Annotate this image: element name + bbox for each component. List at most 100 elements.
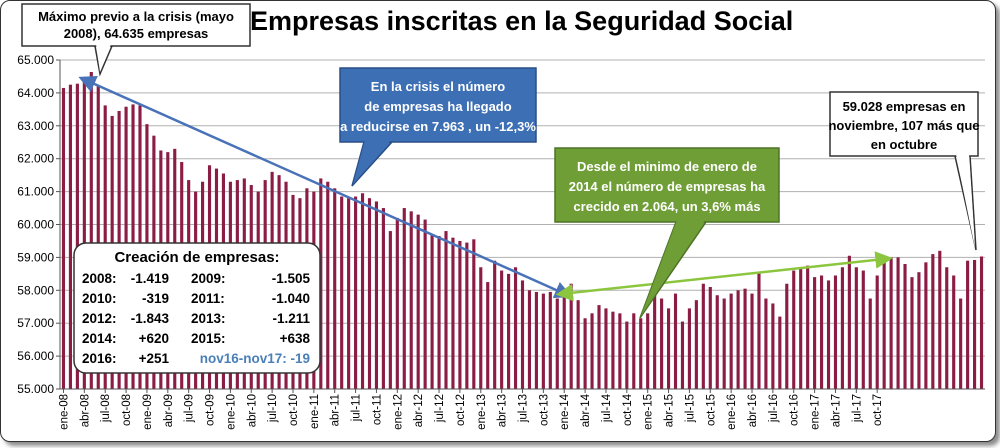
callout-noviembre: 59.028 empresas en noviembre, 107 más que… [828, 91, 980, 251]
bar [423, 219, 427, 389]
bar [813, 277, 817, 389]
bar [945, 267, 949, 389]
x-tick-label: jul-11 [351, 394, 363, 422]
bar [792, 270, 796, 389]
bar [527, 290, 532, 389]
bar [555, 298, 559, 389]
bar [701, 283, 705, 389]
bar [966, 260, 970, 389]
bar [61, 87, 66, 389]
x-tick-label: oct-17 [872, 394, 884, 426]
x-tick-label: oct-16 [789, 394, 801, 426]
creacion-value: -1.843 [131, 311, 170, 326]
creacion-year: 2008: [82, 271, 117, 286]
x-tick-label: jul-10 [267, 394, 279, 423]
bar [750, 293, 754, 389]
bar [903, 263, 907, 389]
bar [799, 268, 803, 389]
bar [938, 250, 942, 389]
bar [931, 254, 935, 389]
bar [541, 293, 545, 389]
bar [569, 283, 573, 389]
callout-max-previo: Máximo previo a la crisis (mayo 2008), 64… [21, 3, 251, 77]
bar [590, 313, 594, 389]
creacion-value: -1.211 [272, 311, 310, 326]
callout-max-previo-text: Máximo previo a la crisis (mayo 2008), 64… [38, 9, 234, 41]
bar [75, 83, 79, 390]
bar [437, 236, 441, 389]
creacion-year: 2011: [191, 291, 225, 306]
bar [833, 275, 838, 389]
bar [493, 260, 497, 389]
bar [952, 275, 956, 389]
bar [854, 267, 858, 389]
x-tick-label: ene-09 [142, 394, 154, 430]
creacion-value: +251 [139, 351, 170, 366]
bar [513, 267, 518, 389]
creacion-year: 2013: [191, 311, 226, 326]
bar [826, 280, 831, 389]
creacion-year: 2015: [191, 331, 226, 346]
bar [722, 298, 726, 389]
bar [347, 198, 351, 389]
bar [604, 308, 608, 389]
bar [715, 295, 719, 389]
creacion-heading: Creación de empresas: [114, 249, 279, 266]
bar [367, 198, 372, 389]
creacion-year: 2009: [191, 271, 226, 286]
creacion-value: -1.040 [272, 291, 310, 306]
x-tick-label: abr-13 [497, 394, 509, 427]
bar [500, 270, 504, 389]
x-tick-label: abr-16 [747, 394, 759, 427]
x-tick-label: oct-14 [622, 393, 634, 426]
bar [646, 313, 650, 389]
x-tick-label: jul-09 [184, 394, 196, 423]
bar [395, 217, 399, 389]
callout-noviembre-text: 59.028 empresas en noviembre, 107 más que… [828, 99, 979, 152]
callout-recuperacion-pointer-fill [641, 220, 705, 316]
bar [597, 305, 601, 389]
creacion-value: +620 [139, 331, 169, 346]
x-tick-label: oct-09 [205, 394, 217, 426]
bar [430, 234, 434, 389]
bar [868, 298, 872, 389]
callout-recuperacion: Desde el minimo de enero de 2014 el númer… [554, 147, 780, 319]
x-tick-label: oct-11 [371, 394, 383, 425]
callout-crisis-box [339, 67, 537, 143]
bar [959, 298, 963, 389]
creacion-year: 2016: [82, 351, 117, 366]
x-tick-label: oct-12 [455, 394, 467, 426]
creacion-value: -1.419 [131, 271, 169, 286]
x-tick-label: jul-13 [518, 394, 530, 423]
bar [666, 308, 671, 389]
bar [910, 277, 914, 389]
bar [409, 211, 413, 389]
bar [479, 267, 483, 389]
x-tick-label: ene-11 [309, 394, 321, 429]
y-tick-label: 65.000 [17, 53, 54, 67]
chart-title: Empresas inscritas en la Seguridad Socia… [250, 6, 794, 36]
bar [402, 208, 406, 389]
y-tick-label: 63.000 [17, 119, 54, 133]
bar [757, 272, 761, 389]
callout-max-previo-box [21, 3, 251, 47]
bar [729, 293, 733, 389]
callout-crisis-text: En la crisis el número de empresas ha lle… [340, 79, 536, 134]
x-tick-label: jul-16 [768, 394, 780, 423]
y-tick-label: 58.000 [17, 283, 54, 297]
bar [534, 291, 538, 389]
bar [687, 308, 691, 389]
y-tick-label: 64.000 [17, 86, 54, 100]
x-tick-label: ene-10 [225, 394, 237, 430]
bar [381, 208, 385, 389]
bar [653, 295, 657, 389]
bar [673, 293, 678, 389]
bar [973, 259, 977, 389]
bar [333, 188, 337, 389]
bar [764, 298, 768, 389]
bar [326, 181, 330, 389]
bar [771, 303, 775, 389]
x-tick-label: ene-12 [392, 394, 404, 430]
